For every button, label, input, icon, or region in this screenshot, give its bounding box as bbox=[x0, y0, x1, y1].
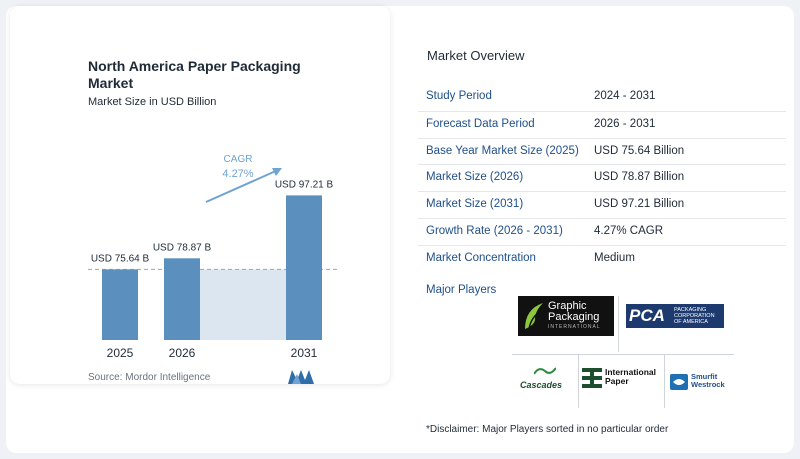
smurfit-westrock-logo: Smurfit Westrock bbox=[670, 372, 732, 392]
mordor-logo-icon bbox=[288, 370, 314, 384]
graphic-packaging-name-1: Graphic bbox=[548, 300, 587, 312]
overview-row: Market Concentration Medium bbox=[418, 244, 786, 272]
divider bbox=[512, 354, 734, 355]
pca-mark: PCA bbox=[629, 306, 665, 325]
divider bbox=[664, 354, 665, 408]
overview-table: Study Period 2024 - 2031 Forecast Data Per… bbox=[418, 84, 786, 272]
divider bbox=[618, 296, 619, 352]
cascades-wave-icon bbox=[534, 367, 556, 375]
overview-row-label: Growth Rate (2026 - 2031) bbox=[426, 224, 563, 237]
cagr-value: 4.27% bbox=[222, 168, 253, 180]
pca-name-1: PACKAGING bbox=[674, 307, 707, 313]
smurfit-name-2: Westrock bbox=[691, 380, 725, 389]
major-players-grid: Graphic Packaging INTERNATIONAL PCA PACK… bbox=[512, 296, 734, 408]
international-paper-logo: International Paper bbox=[582, 366, 662, 390]
overview-row-label: Market Size (2026) bbox=[426, 171, 524, 184]
leaf-icon bbox=[525, 303, 543, 330]
x-tick-label: 2025 bbox=[107, 346, 134, 360]
overview-row-value: 4.27% CAGR bbox=[594, 224, 664, 237]
chart-card: USD 75.64 B 2025 USD 78.87 B 2026 USD 97.21 … bbox=[10, 6, 390, 384]
overview-row-label: Market Concentration bbox=[426, 251, 536, 264]
overview-row: Forecast Data Period 2026 - 2031 bbox=[418, 110, 786, 138]
smurfit-name-1: Smurfit bbox=[691, 372, 718, 381]
international-paper-name-2: Paper bbox=[605, 376, 629, 386]
chart-subtitle: Market Size in USD Billion bbox=[88, 96, 217, 108]
overview-row-value: 2024 - 2031 bbox=[594, 90, 656, 102]
bar-2025 bbox=[102, 269, 138, 340]
bar-data-label: USD 75.64 B bbox=[91, 253, 150, 264]
cagr-arrow-head bbox=[272, 168, 282, 176]
chart-title: North America Paper Packaging Market bbox=[88, 58, 301, 91]
pca-name-2: CORPORATION bbox=[674, 313, 715, 319]
cagr-arrow-line bbox=[205, 169, 279, 203]
overview-row-value: USD 78.87 Billion bbox=[594, 171, 685, 184]
x-tick-label: 2031 bbox=[291, 346, 318, 360]
graphic-packaging-name-3: INTERNATIONAL bbox=[548, 324, 601, 330]
overview-row: Growth Rate (2026 - 2031) 4.27% CAGR bbox=[418, 217, 786, 245]
overview-row: Market Size (2031) USD 97.21 Billion bbox=[418, 191, 786, 218]
overview-row: Base Year Market Size (2025) USD 75.64 Bi… bbox=[418, 137, 786, 165]
overview-row-label: Market Size (2031) bbox=[426, 198, 524, 211]
overview-row-value: 2026 - 2031 bbox=[594, 117, 656, 130]
disclaimer: *Disclaimer: Major Players sorted in no … bbox=[426, 424, 669, 435]
ip-emblem-icon bbox=[582, 368, 602, 388]
overview-row-label: Forecast Data Period bbox=[426, 117, 535, 130]
overview-row-label: Study Period bbox=[426, 90, 492, 102]
bar-data-label: USD 97.21 B bbox=[275, 179, 334, 190]
bar-2026 bbox=[164, 258, 200, 340]
international-paper-name-1: International bbox=[605, 367, 657, 377]
divider bbox=[578, 354, 579, 408]
major-players-label: Major Players bbox=[426, 284, 497, 296]
graphic-packaging-name-2: Packaging bbox=[548, 311, 600, 323]
overview-row: Study Period 2024 - 2031 bbox=[418, 84, 786, 111]
cascades-logo: Cascades bbox=[520, 366, 572, 396]
source-note: Source: Mordor Intelligence bbox=[88, 372, 211, 383]
overview-row-value: USD 97.21 Billion bbox=[594, 198, 685, 211]
bar-2031 bbox=[286, 195, 322, 340]
cascades-name: Cascades bbox=[520, 380, 563, 390]
overview-row-value: USD 75.64 Billion bbox=[594, 144, 685, 157]
cagr-label: CAGR bbox=[224, 154, 253, 165]
projection-band bbox=[200, 269, 286, 340]
smurfit-emblem-icon bbox=[670, 374, 688, 390]
overview-title: Market Overview bbox=[427, 48, 525, 63]
overview-row-label: Base Year Market Size (2025) bbox=[426, 144, 579, 157]
bar-data-label: USD 78.87 B bbox=[153, 242, 212, 253]
x-tick-label: 2026 bbox=[169, 346, 196, 360]
overview-row-value: Medium bbox=[594, 251, 635, 264]
pca-name-3: OF AMERICA bbox=[674, 319, 708, 325]
overview-row: Market Size (2026) USD 78.87 Billion bbox=[418, 164, 786, 191]
pca-logo: PCA PACKAGING CORPORATION OF AMERICA bbox=[626, 304, 724, 328]
graphic-packaging-logo: Graphic Packaging INTERNATIONAL bbox=[518, 296, 614, 336]
bar-chart: USD 75.64 B 2025 USD 78.87 B 2026 USD 97.21 … bbox=[88, 154, 340, 360]
